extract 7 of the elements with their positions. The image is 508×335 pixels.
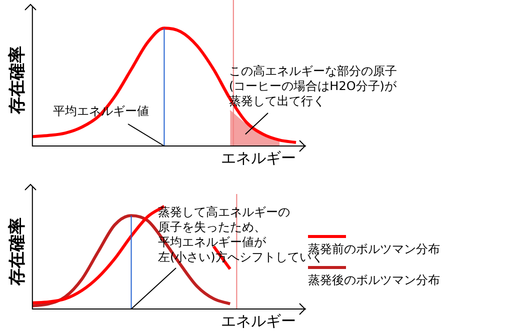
annotation: 蒸発して高エネルギーの (158, 205, 291, 220)
x-axis-title: エネルギー (221, 148, 296, 167)
y-axis-title: 存在確率 (8, 46, 28, 115)
y-axis-title: 存在確率 (8, 218, 28, 286)
x-axis-title: エネルギー (221, 312, 296, 330)
annotation: 原子を失ったため、 (158, 220, 267, 235)
legend-label: 蒸発後のボルツマン分布 (308, 272, 440, 289)
